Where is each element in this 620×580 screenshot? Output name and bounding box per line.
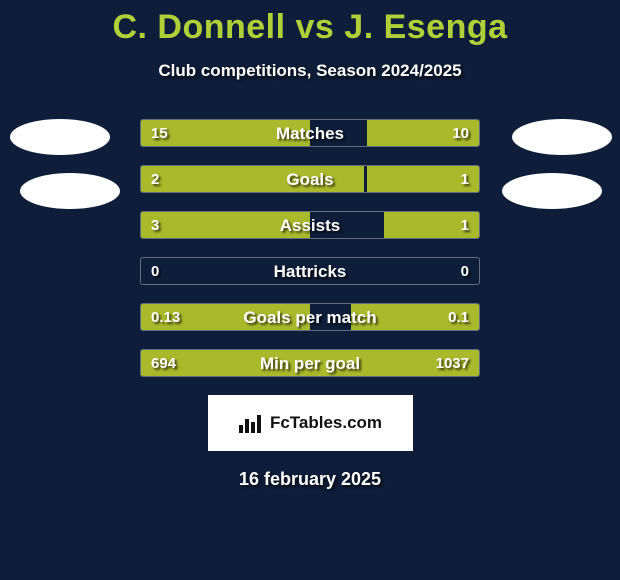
fctables-link[interactable]: FcTables.com	[208, 395, 413, 451]
team-badge-left-2	[20, 173, 120, 209]
stat-bars: 15 Matches 10 2 Goals 1 3 Assists 1	[140, 119, 480, 377]
brand-text: FcTables.com	[270, 413, 382, 433]
bar-chart-icon	[238, 413, 264, 433]
team-badge-right-1	[512, 119, 612, 155]
stat-label: Matches	[141, 120, 479, 146]
stat-label: Hattricks	[141, 258, 479, 284]
stat-right-value: 1	[461, 166, 469, 192]
stat-row-hattricks: 0 Hattricks 0	[140, 257, 480, 285]
vs-separator: vs	[296, 8, 335, 46]
stat-label: Goals per match	[141, 304, 479, 330]
stat-row-min-per-goal: 694 Min per goal 1037	[140, 349, 480, 377]
stat-row-matches: 15 Matches 10	[140, 119, 480, 147]
date-text: 16 february 2025	[0, 469, 620, 490]
stat-right-value: 0	[461, 258, 469, 284]
stat-label: Assists	[141, 212, 479, 238]
subtitle: Club competitions, Season 2024/2025	[0, 61, 620, 81]
player2-name: J. Esenga	[344, 8, 507, 46]
stats-area: 15 Matches 10 2 Goals 1 3 Assists 1	[0, 119, 620, 377]
team-badge-left-1	[10, 119, 110, 155]
stat-right-value: 10	[452, 120, 469, 146]
comparison-widget: C. Donnell vs J. Esenga Club competition…	[0, 0, 620, 490]
stat-row-assists: 3 Assists 1	[140, 211, 480, 239]
stat-right-value: 1037	[436, 350, 469, 376]
page-title: C. Donnell vs J. Esenga	[0, 0, 620, 47]
player1-name: C. Donnell	[112, 8, 285, 46]
stat-label: Min per goal	[141, 350, 479, 376]
stat-row-goals: 2 Goals 1	[140, 165, 480, 193]
team-badge-right-2	[502, 173, 602, 209]
stat-row-goals-per-match: 0.13 Goals per match 0.1	[140, 303, 480, 331]
stat-label: Goals	[141, 166, 479, 192]
stat-right-value: 0.1	[448, 304, 469, 330]
stat-right-value: 1	[461, 212, 469, 238]
